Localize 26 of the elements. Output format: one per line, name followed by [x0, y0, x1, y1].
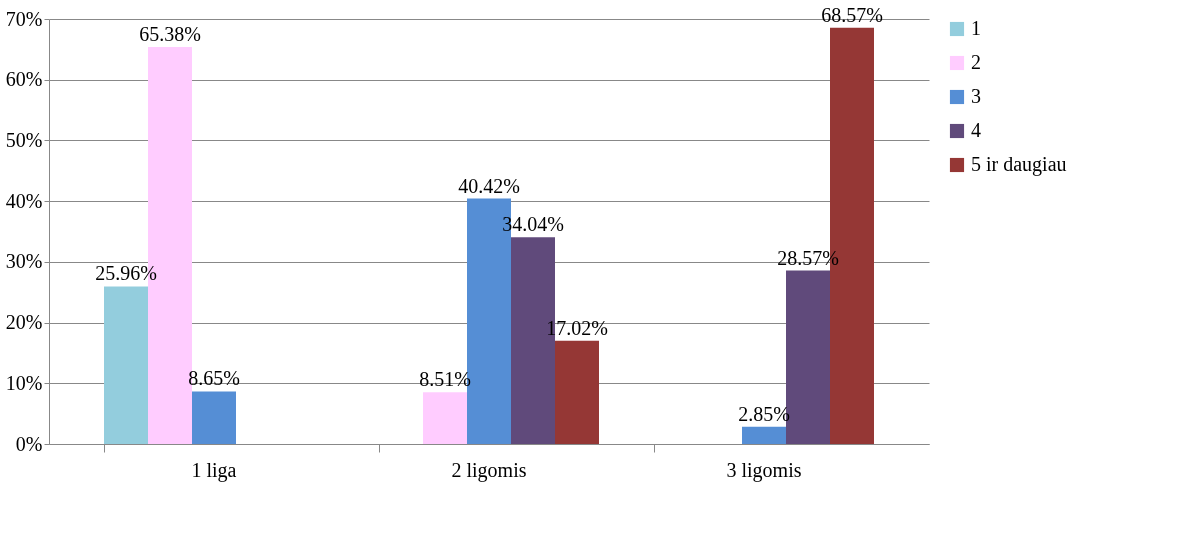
x-tick-label: 2 ligomis	[451, 458, 527, 482]
data-label: 68.57%	[821, 3, 883, 26]
legend-label: 5 ir daugiau	[971, 153, 1067, 176]
y-tick-label: 30%	[5, 250, 43, 273]
bar	[555, 340, 599, 444]
legend-label: 3	[971, 85, 981, 107]
y-tick-label: 40%	[5, 189, 43, 212]
x-tick-label: 3 ligomis	[726, 458, 802, 482]
bar	[742, 426, 786, 444]
bar	[423, 392, 467, 444]
y-tick-label: 10%	[5, 371, 43, 394]
data-label: 40.42%	[458, 174, 520, 197]
y-tick-label: 50%	[5, 128, 43, 151]
y-tick-label: 0%	[15, 432, 43, 455]
x-tick-label: 1 liga	[191, 458, 237, 482]
bar	[192, 391, 236, 444]
y-tick-label: 60%	[5, 68, 43, 91]
legend-label: 4	[971, 119, 981, 141]
data-label: 65.38%	[139, 23, 201, 46]
bar	[104, 286, 148, 444]
data-label: 25.96%	[95, 262, 157, 285]
data-label: 8.65%	[188, 367, 240, 390]
y-tick-label: 20%	[5, 311, 43, 334]
legend-label: 2	[971, 51, 981, 73]
y-tick-label: 70%	[5, 7, 43, 30]
legend-label: 1	[971, 17, 981, 39]
